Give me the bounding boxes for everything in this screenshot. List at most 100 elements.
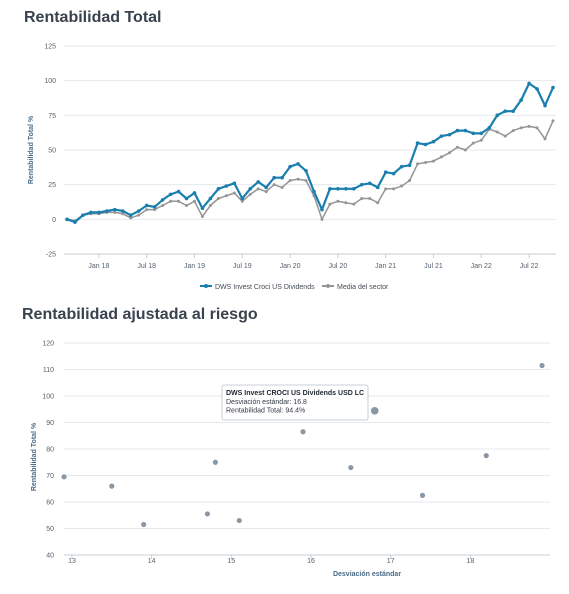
fund-data-point xyxy=(375,185,380,190)
fund-data-point xyxy=(383,170,388,174)
y-tick-label: 60 xyxy=(46,500,54,507)
x-tick-label: Jan 19 xyxy=(184,263,205,270)
sector-data-point xyxy=(384,187,388,191)
legend-sector-label: Media del sector xyxy=(337,284,389,291)
fund-data-point xyxy=(336,187,340,191)
sector-data-point xyxy=(551,119,555,123)
tooltip-line: Rentabilidad Total: 94.4% xyxy=(226,408,305,415)
y-tick-label: 40 xyxy=(46,553,54,560)
legend-sector-marker xyxy=(326,284,330,288)
fund-data-point xyxy=(312,189,316,194)
sector-data-point xyxy=(352,202,356,206)
fund-data-point xyxy=(399,164,404,169)
fund-data-point xyxy=(551,85,555,90)
y-tick-label: -25 xyxy=(46,252,56,259)
x-tick-label: 15 xyxy=(227,558,235,565)
fund-data-point xyxy=(288,164,292,169)
fund-data-point xyxy=(535,87,539,91)
sector-data-point xyxy=(376,201,380,205)
scatter-point xyxy=(109,483,115,489)
fund-data-point xyxy=(463,128,468,133)
sector-data-point xyxy=(288,179,292,183)
fund-data-point xyxy=(65,217,69,222)
x-tick-label: Jan 22 xyxy=(471,263,492,270)
sector-data-point xyxy=(503,134,507,138)
sector-data-point xyxy=(272,183,276,187)
y-axis-label: Rentabilidad Total % xyxy=(28,115,35,184)
fund-data-point xyxy=(216,187,221,191)
sector-data-point xyxy=(240,199,244,203)
fund-data-point xyxy=(495,113,500,118)
sector-data-point xyxy=(463,148,467,152)
scatter-point xyxy=(204,511,211,517)
tooltip-box xyxy=(221,384,369,421)
total-return-line-chart: -25 0 25 50 75 100 125 Jan 18 Jul 18 Jan 19 Jul 19… xyxy=(28,44,556,291)
fund-data-point xyxy=(423,142,428,147)
x-tick-label: Jul 21 xyxy=(424,263,443,270)
sector-data-point xyxy=(368,197,372,201)
sector-data-point xyxy=(519,126,523,130)
sector-data-point xyxy=(447,151,451,155)
sector-data-point xyxy=(129,216,133,220)
x-tick-label: 14 xyxy=(148,558,156,565)
x-tick-label: 18 xyxy=(466,558,474,565)
fund-data-point xyxy=(527,81,531,86)
sector-data-point xyxy=(336,199,340,203)
sector-data-point xyxy=(145,208,149,212)
sector-average-line xyxy=(66,120,554,222)
tooltip-title: DWS Invest CROCI US Dividends USD LC xyxy=(226,390,364,397)
fund-data-point xyxy=(479,131,484,136)
fund-data-point xyxy=(256,180,261,184)
fund-data-point xyxy=(439,134,444,138)
sector-data-point xyxy=(527,124,531,128)
sector-data-point xyxy=(408,179,412,183)
risk-adjusted-scatter-chart: 40 50 60 70 80 90 100 110 120 13 14 15 16 17 18 Desviac… xyxy=(31,341,550,578)
fund-data-point xyxy=(240,196,245,201)
fund-data-point xyxy=(344,187,348,191)
fund-data-point xyxy=(128,213,133,217)
sector-data-point xyxy=(185,203,189,207)
x-tick-label: Jul 20 xyxy=(329,263,348,270)
scatter-point xyxy=(348,464,354,471)
fund-data-point xyxy=(73,220,77,224)
fund-data-point xyxy=(200,206,205,211)
sector-data-point xyxy=(328,202,332,206)
sector-data-point xyxy=(511,129,515,133)
y-tick-label: 100 xyxy=(44,78,56,85)
risk-adjusted-title: Rentabilidad ajustada al riesgo xyxy=(22,306,258,323)
tooltip-line: Desviación estándar: 16.8 xyxy=(226,399,307,406)
x-tick-label: 13 xyxy=(68,558,76,565)
fund-data-point xyxy=(120,209,125,213)
sector-data-point xyxy=(248,192,252,196)
fund-data-point xyxy=(192,191,197,195)
sector-data-point xyxy=(177,199,181,203)
fund-data-point xyxy=(320,207,324,212)
fund-data-point xyxy=(359,182,364,187)
fund-data-point xyxy=(89,210,93,215)
y-tick-label: 70 xyxy=(46,473,54,480)
y-tick-label: 75 xyxy=(48,113,56,120)
y-axis-label: Rentabilidad Total % xyxy=(31,422,38,491)
y-tick-label: 100 xyxy=(42,394,54,401)
y-tick-label: 90 xyxy=(46,420,54,427)
y-tick-label: 50 xyxy=(46,526,54,533)
fund-data-point xyxy=(144,203,149,208)
fund-data-point xyxy=(280,175,284,180)
fund-data-point xyxy=(367,181,372,186)
scatter-point xyxy=(61,474,67,480)
sector-data-point xyxy=(200,215,204,219)
y-tick-label: 80 xyxy=(46,447,54,454)
sector-data-point xyxy=(416,162,420,166)
sector-data-point xyxy=(344,201,348,205)
sector-data-point xyxy=(455,145,459,149)
x-tick-label: 17 xyxy=(387,558,395,565)
fund-data-point xyxy=(113,207,117,212)
fund-data-point xyxy=(328,187,332,191)
fund-data-point xyxy=(407,163,412,168)
sector-data-point xyxy=(224,194,228,198)
fund-data-point xyxy=(208,196,213,201)
fund-data-point xyxy=(160,198,165,202)
y-tick-label: 125 xyxy=(44,44,56,51)
fund-data-point xyxy=(264,185,268,190)
sector-data-point xyxy=(216,197,220,201)
